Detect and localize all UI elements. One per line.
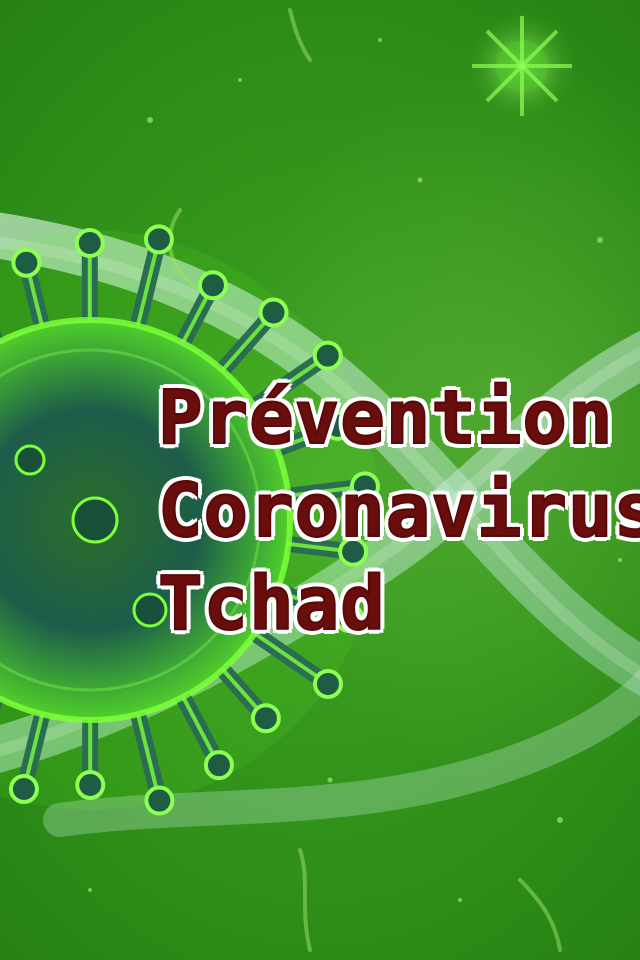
virus-spike-tip (250, 703, 281, 734)
virus-spike-tip (144, 785, 175, 816)
headline-line-coronavirus: Coronavirus (157, 467, 640, 555)
virus-spike-tip (322, 410, 353, 441)
virus-spike-tip (258, 297, 289, 328)
virus-spike-tip (143, 224, 174, 255)
virus-spike-tip (74, 228, 105, 259)
virus-spike-tip (312, 340, 343, 371)
small-virus-icon (464, 8, 580, 124)
virus-spike-tip (8, 774, 39, 805)
virus-spike-tip (349, 471, 380, 502)
headline-line-country: Tchad (157, 560, 386, 648)
virus-spike-tip (338, 536, 369, 567)
virus-spike-tip (75, 769, 106, 800)
floating-particles (88, 38, 622, 902)
coronavirus-icon (0, 224, 380, 816)
filament-shapes (167, 8, 562, 952)
virus-spike-tip (203, 750, 234, 781)
virus-spike-tip (11, 247, 42, 278)
virus-spike-tip (334, 603, 365, 634)
headline-line-prevention: Prévention (157, 374, 614, 462)
virus-spike-tip (312, 668, 343, 699)
virus-spike-tip (197, 270, 228, 301)
headline: Prévention Coronavirus Tchad (157, 372, 640, 651)
